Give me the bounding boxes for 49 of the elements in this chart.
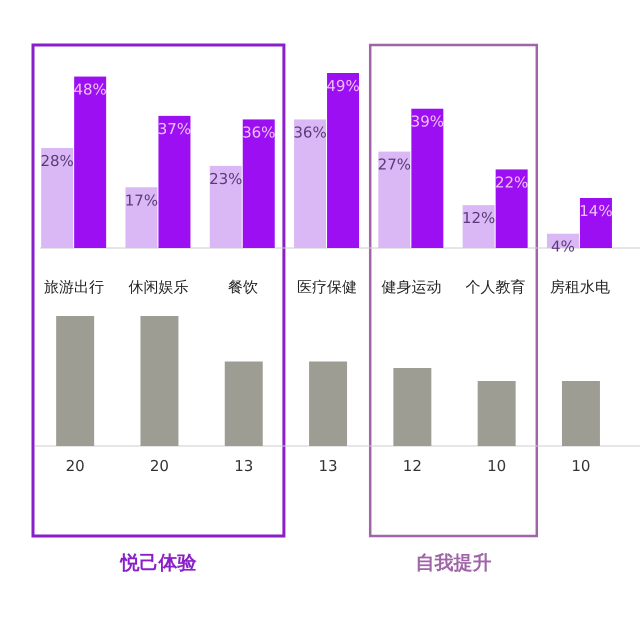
x-tick-label: 个人教育 — [466, 278, 526, 296]
bar — [462, 205, 495, 248]
data-label: 39% — [410, 112, 444, 131]
x-tick-label: 房租水电 — [550, 278, 610, 296]
bar — [210, 166, 242, 248]
x-tick-label: 健身运动 — [381, 278, 442, 296]
x-tick-label: 餐饮 — [228, 278, 258, 296]
data-label: 36% — [242, 123, 276, 142]
data-label: 10 — [487, 457, 506, 475]
bar — [41, 148, 74, 248]
data-label: 36% — [293, 123, 327, 142]
data-label: 20 — [150, 457, 169, 475]
data-label: 27% — [378, 156, 412, 174]
text: 悦己体验 — [119, 552, 198, 574]
data-label: 48% — [73, 80, 107, 99]
bar — [242, 119, 275, 248]
bar — [378, 152, 410, 248]
data-label: 20 — [66, 457, 85, 475]
data-label: 12% — [462, 209, 496, 228]
data-label: 14% — [579, 202, 613, 220]
bar — [158, 116, 190, 248]
data-label: 22% — [494, 173, 528, 192]
x-tick-label: 旅游出行 — [44, 278, 104, 296]
data-label: 13 — [234, 457, 254, 475]
bar — [411, 108, 444, 248]
bar — [327, 73, 360, 248]
data-label: 37% — [158, 120, 192, 138]
x-tick-label: 医疗保健 — [297, 278, 358, 296]
data-label: 12 — [402, 457, 422, 475]
bar — [562, 381, 600, 446]
bar — [224, 362, 263, 446]
bar — [74, 76, 106, 248]
bar — [496, 169, 528, 248]
data-label: 23% — [209, 170, 242, 188]
bar — [580, 198, 612, 248]
x-tick-label: 休闲娱乐 — [128, 278, 188, 296]
data-label: 10 — [571, 457, 590, 475]
text: 自我提升 — [416, 552, 492, 574]
bar — [478, 381, 516, 446]
bar — [125, 187, 158, 248]
bar — [393, 368, 432, 446]
bar — [309, 362, 348, 446]
data-label: 49% — [326, 77, 360, 95]
bar — [294, 119, 326, 248]
data-label: 17% — [124, 191, 158, 210]
bar — [140, 316, 178, 446]
data-label: 28% — [40, 152, 74, 170]
bar — [56, 316, 94, 446]
data-label: 13 — [318, 457, 338, 475]
